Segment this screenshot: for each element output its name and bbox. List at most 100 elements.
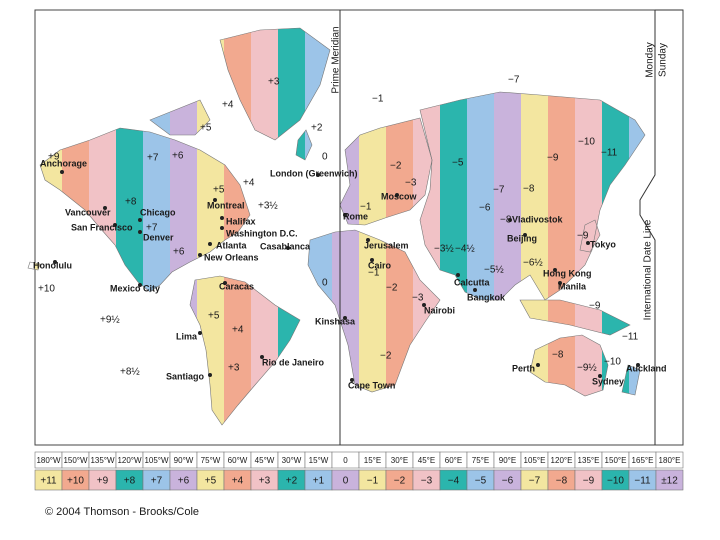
- offset-label: +4: [232, 476, 244, 487]
- city-label: Mexico City: [110, 283, 160, 293]
- city-dot: [473, 288, 477, 292]
- zone-label: +4: [232, 325, 244, 336]
- zone-label: −2: [386, 283, 398, 294]
- zone-label: +2: [311, 123, 323, 134]
- city-dot: [208, 242, 212, 246]
- land-outline: [295, 129, 313, 161]
- zone-label: +4: [243, 178, 255, 189]
- zone-label: −7: [493, 185, 505, 196]
- longitude-label: 180°W: [36, 456, 61, 465]
- zone-label: −9½: [577, 363, 597, 374]
- offset-label: +3: [259, 476, 271, 487]
- city-label: Cairo: [368, 260, 392, 270]
- city-label: Honolulu: [33, 260, 72, 270]
- zone-label: −3½: [434, 244, 454, 255]
- longitude-label: 120°W: [117, 456, 142, 465]
- city-dot: [422, 303, 426, 307]
- city-label: Perth: [512, 363, 535, 373]
- longitude-label: 90°E: [499, 456, 516, 465]
- zone-label: +5: [200, 123, 212, 134]
- city-dot: [598, 374, 602, 378]
- day-west-label: Sunday: [658, 43, 669, 77]
- longitude-label: 105°W: [144, 456, 169, 465]
- land-outline: [219, 27, 331, 141]
- longitude-label: 120°E: [551, 456, 573, 465]
- zone-label: +9: [48, 152, 60, 163]
- zone-label: +6: [172, 151, 184, 162]
- city-label: Tokyo: [590, 239, 616, 249]
- offset-label: −1: [367, 476, 379, 487]
- offset-label: −7: [529, 476, 541, 487]
- zone-label: +7: [146, 223, 158, 234]
- zone-label: +6: [173, 247, 185, 258]
- city-label: Washington D.C.: [226, 228, 298, 238]
- longitude-label: 45°W: [255, 456, 275, 465]
- longitude-label: 180°E: [659, 456, 681, 465]
- city-dot: [198, 253, 202, 257]
- city-label: Cape Town: [348, 380, 395, 390]
- city-label: Moscow: [381, 191, 418, 201]
- zone-label: −8: [500, 215, 512, 226]
- zone-label: −11: [601, 148, 618, 159]
- longitude-label: 30°E: [391, 456, 408, 465]
- longitude-label: 90°W: [174, 456, 194, 465]
- city-dot: [350, 378, 354, 382]
- zone-label: +4: [222, 100, 234, 111]
- zone-label: −10: [604, 357, 621, 368]
- city-label: Auckland: [626, 363, 667, 373]
- zone-label: −4½: [455, 244, 475, 255]
- offset-label: −10: [607, 476, 624, 487]
- city-dot: [286, 246, 290, 250]
- offset-label: +2: [286, 476, 298, 487]
- city-label: Rio de Janeiro: [262, 357, 325, 367]
- zone-label: −6½: [523, 258, 543, 269]
- offset-label: +6: [178, 476, 190, 487]
- city-label: Hong Kong: [543, 268, 592, 278]
- city-dot: [223, 281, 227, 285]
- zone-label: −9: [577, 231, 589, 242]
- city-label: London (Greenwich): [270, 168, 358, 178]
- longitude-label: 60°E: [445, 456, 462, 465]
- zone-label: −3: [405, 178, 417, 189]
- land-outline: [307, 229, 441, 393]
- land-outline: [27, 261, 41, 271]
- zone-label: +3: [228, 363, 240, 374]
- land-outline: [621, 364, 641, 396]
- zone-label: −5: [452, 158, 464, 169]
- zone-label: +9½: [100, 315, 120, 326]
- city-dot: [220, 216, 224, 220]
- city-dot: [113, 223, 117, 227]
- city-label: Calcutta: [454, 277, 491, 287]
- city-dot: [636, 363, 640, 367]
- zone-label: +5: [208, 311, 220, 322]
- city-dot: [508, 218, 512, 222]
- zone-label: −3: [412, 293, 424, 304]
- date-line: [639, 10, 656, 445]
- longitude-label: 60°W: [228, 456, 248, 465]
- land-outline: [519, 299, 631, 336]
- city-dot: [213, 198, 217, 202]
- prime-meridian-label: Prime Meridian: [331, 26, 342, 93]
- zone-label: +3: [268, 77, 280, 88]
- land-outline: [419, 91, 646, 301]
- offset-label: −4: [448, 476, 460, 487]
- city-label: New Orleans: [204, 252, 259, 262]
- zone-label: −9: [589, 301, 601, 312]
- city-dot: [558, 281, 562, 285]
- longitude-label: 165°E: [632, 456, 654, 465]
- city-dot: [316, 173, 320, 177]
- longitude-label: 105°E: [524, 456, 546, 465]
- zone-label: −9: [547, 153, 559, 164]
- longitude-cell: [655, 451, 684, 469]
- city-label: Denver: [143, 232, 174, 242]
- city-label: Halifax: [226, 216, 256, 226]
- city-label: Chicago: [140, 207, 176, 217]
- city-dot: [536, 363, 540, 367]
- city-dot: [366, 238, 370, 242]
- zone-label: −2: [380, 351, 392, 362]
- offset-cell: [655, 469, 684, 491]
- city-label: Montreal: [207, 200, 245, 210]
- longitude-label: 135°E: [578, 456, 600, 465]
- offset-label: 0: [343, 476, 349, 487]
